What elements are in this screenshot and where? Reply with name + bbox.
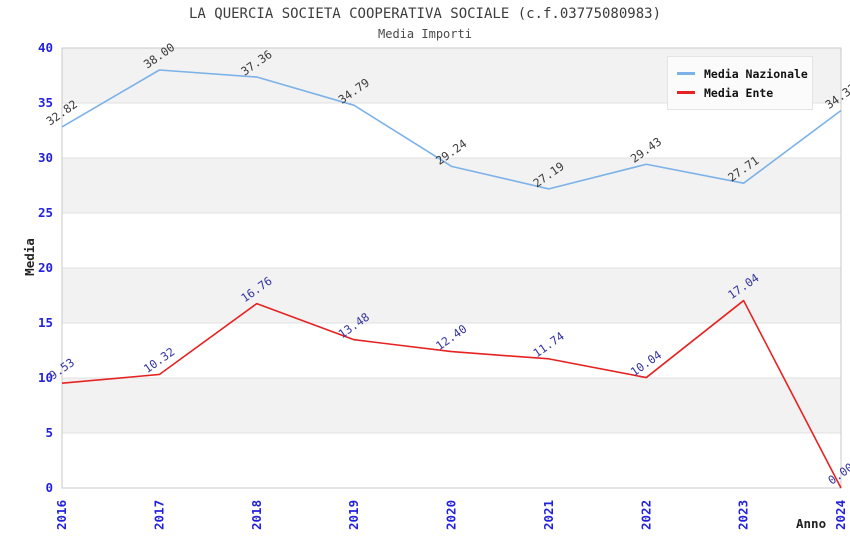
x-tick-label: 2020 (444, 500, 459, 530)
x-tick-label: 2022 (638, 500, 653, 530)
legend-line-swatch-ente (677, 91, 695, 94)
y-tick-label: 20 (38, 260, 53, 275)
grid-band (62, 433, 841, 488)
legend-item-media-nazionale: Media Nazionale (677, 64, 808, 83)
x-tick-label: 2023 (736, 500, 751, 530)
y-tick-label: 15 (38, 315, 53, 330)
grid-band (62, 378, 841, 433)
x-tick-label: 2018 (249, 500, 264, 530)
chart-subtitle: Media Importi (378, 27, 472, 41)
x-tick-label: 2016 (54, 500, 69, 530)
y-tick-label: 25 (38, 205, 53, 220)
y-tick-label: 40 (38, 40, 53, 55)
y-tick-label: 0 (45, 480, 53, 495)
x-axis-title: Anno (796, 516, 827, 531)
x-tick-label: 2019 (346, 500, 361, 530)
series-line-media-ente (61, 299, 842, 489)
legend-line-swatch-nazionale (677, 72, 695, 75)
legend-label-ente: Media Ente (704, 85, 774, 100)
legend-label-nazionale: Media Nazionale (704, 66, 808, 81)
x-tick-label: 2017 (151, 500, 166, 530)
grid-band (62, 103, 841, 158)
y-tick-label: 5 (45, 425, 53, 440)
y-axis-title: Media (22, 238, 37, 276)
y-tick-label: 35 (38, 95, 53, 110)
grid-band (62, 213, 841, 268)
y-tick-label: 10 (38, 370, 53, 385)
legend: Media Nazionale Media Ente (667, 56, 813, 110)
plot-border (61, 47, 842, 489)
chart-title: LA QUERCIA SOCIETA COOPERATIVA SOCIALE (… (188, 6, 661, 22)
series-line-media-nazionale (61, 69, 842, 190)
grid-band (62, 268, 841, 323)
y-tick-label: 30 (38, 150, 53, 165)
x-tick-label: 2024 (833, 500, 848, 530)
legend-item-media-ente: Media Ente (677, 83, 803, 102)
x-tick-label: 2021 (541, 500, 556, 530)
